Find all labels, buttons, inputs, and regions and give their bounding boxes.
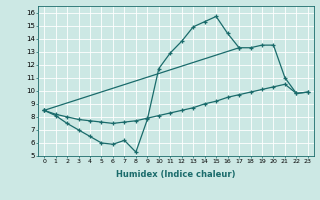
X-axis label: Humidex (Indice chaleur): Humidex (Indice chaleur) (116, 170, 236, 179)
